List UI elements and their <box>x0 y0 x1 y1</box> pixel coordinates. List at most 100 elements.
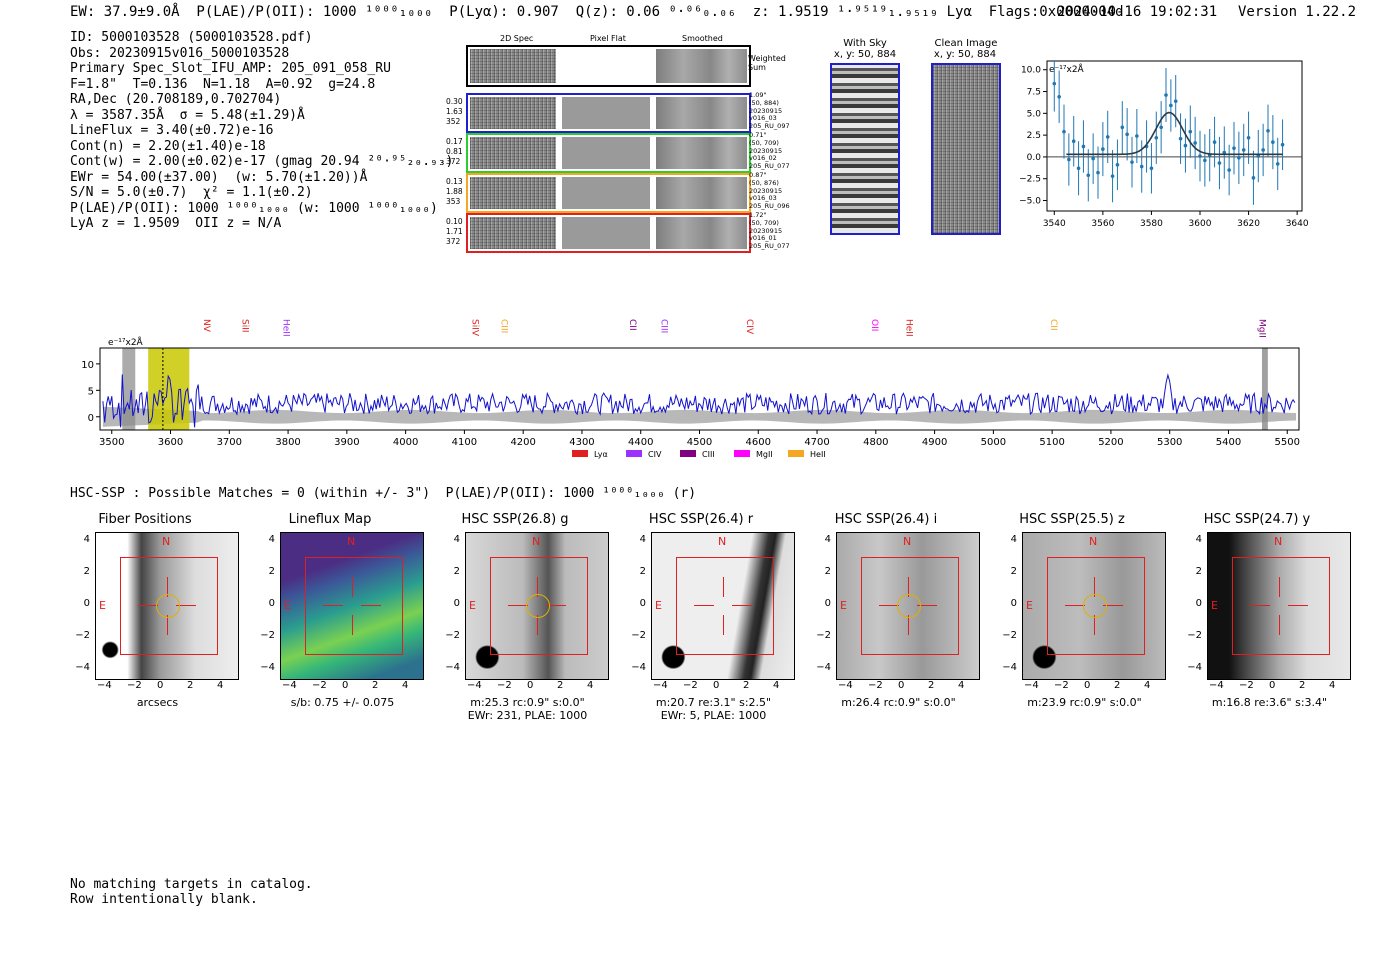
legend-swatch <box>788 450 804 457</box>
weighted-sum-label: Weighted Sum <box>748 54 786 72</box>
x-tick-label: 4900 <box>922 437 947 448</box>
y-tick-label: 2.5 <box>1027 131 1041 141</box>
data-point <box>1105 135 1110 139</box>
x-tick-label: 5300 <box>1157 437 1182 448</box>
x-tick-label: 4 <box>958 680 965 691</box>
col-header-smoothed: Smoothed <box>682 34 723 43</box>
info-line: S/N = 5.0(±0.7) χ² = 1.1(±0.2) <box>70 185 313 200</box>
hsc-panel-caption-1: m:16.8 re:3.6" s:3.4" <box>1211 696 1328 709</box>
x-tick-label: 0 <box>157 680 164 691</box>
y-tick-label: −4 <box>75 662 90 673</box>
x-tick-label: 2 <box>1299 680 1306 691</box>
hsc-panel-image: N E <box>95 532 239 680</box>
fiber-info: v016_03 <box>749 194 777 203</box>
x-tick-label: 4 <box>1329 680 1336 691</box>
x-tick-label: −2 <box>1054 680 1069 691</box>
x-tick-label: 2 <box>928 680 935 691</box>
crosshair-bottom <box>908 615 909 635</box>
data-point <box>1232 146 1236 151</box>
col-header-2d-spec: 2D Spec <box>500 34 534 43</box>
data-point <box>1271 140 1275 144</box>
x-tick-label: −4 <box>97 680 112 691</box>
data-point <box>1057 94 1061 99</box>
col-header-pixel-flat: Pixel Flat <box>590 34 626 43</box>
compass-north: N <box>532 535 541 548</box>
fiber-info: 0.87" <box>749 171 767 179</box>
y-tick-label: 2 <box>268 566 275 577</box>
emission-line-marker: CIII <box>658 319 668 333</box>
hsc-panel-title: HSC SSP(25.5) z <box>1019 512 1125 527</box>
y-tick-label: −2 <box>816 630 831 641</box>
spectrum-line <box>102 373 1296 428</box>
legend: Lyα CIV CIII MgII HeII <box>572 450 826 459</box>
x-tick-label: −2 <box>868 680 883 691</box>
data-point <box>1256 154 1261 158</box>
info-line: P(LAE)/P(OII): 1000 ¹⁰⁰⁰₁₀₀₀ (w: 1000 ¹⁰… <box>70 200 438 216</box>
footer-line-2: Row intentionally blank. <box>70 892 258 907</box>
hsc-panel-image: N E <box>836 532 980 680</box>
legend-swatch <box>572 450 588 457</box>
emission-line-marker: CII <box>627 319 637 331</box>
emission-line-marker: SiII <box>239 319 249 333</box>
fiber-cutout-row <box>466 213 751 253</box>
detection-info-block: ID: 5000103528 (5000103528.pdf) Obs: 2023… <box>70 30 454 232</box>
y-tick-label: −4 <box>1187 662 1202 673</box>
x-tick-label: 4 <box>1144 680 1151 691</box>
data-point <box>1130 160 1134 164</box>
data-point <box>1062 129 1066 134</box>
aperture-box <box>1232 557 1330 655</box>
info-line: ID: 5000103528 (5000103528.pdf) <box>70 30 313 45</box>
legend-label: CIII <box>702 450 715 459</box>
y-tick-label: −4 <box>1002 662 1017 673</box>
y-tick-label: 4 <box>639 534 646 545</box>
aperture-box <box>676 557 774 655</box>
fiber-info: 205_RU_077 <box>749 162 790 171</box>
crosshair-right <box>546 605 566 606</box>
emission-line-marker: CIII <box>498 319 508 333</box>
hsc-panel-image: N E <box>651 532 795 680</box>
with-sky-subtitle: x, y: 50, 884 <box>833 49 897 60</box>
x-tick-label: −2 <box>683 680 698 691</box>
data-point <box>1120 125 1125 130</box>
fiber-stat: 1.88 <box>446 187 463 196</box>
y-tick-label: −4 <box>260 662 275 673</box>
y-tick-label: 2 <box>453 566 460 577</box>
y-tick-label: −5.0 <box>1019 197 1041 207</box>
hsc-panel-title: Fiber Positions <box>98 512 192 527</box>
fiber-row-right-info: 1.72" (50, 709) 20230915 v016_01 205_RU_077 <box>749 211 790 251</box>
y-tick-label: −4 <box>445 662 460 673</box>
data-point <box>1198 154 1202 158</box>
crosshair-top <box>1094 577 1095 597</box>
y-tick-label: −2.5 <box>1019 175 1041 185</box>
x-tick-label: 4300 <box>569 437 594 448</box>
fiber-stat: 372 <box>446 157 461 166</box>
detection-circle <box>897 594 921 618</box>
y-tick-label: 2 <box>1010 566 1017 577</box>
x-tick-label: −4 <box>838 680 853 691</box>
version-label: Version 1.22.2 <box>1238 4 1357 20</box>
crosshair-bottom <box>1094 615 1095 635</box>
clean-image-subtitle: x, y: 50, 884 <box>933 49 997 60</box>
detection-circle <box>526 594 550 618</box>
compass-east: E <box>1211 599 1218 612</box>
hsc-panel-image: N E <box>1022 532 1166 680</box>
fiber-stat: 372 <box>446 237 461 246</box>
emission-line-marker: NV <box>201 319 211 333</box>
fiber-cutout-row <box>466 173 751 213</box>
crosshair-right <box>917 605 937 606</box>
x-tick-label: 3580 <box>1140 219 1163 229</box>
fiber-info: v016_02 <box>749 154 777 163</box>
y-tick-label: 5 <box>88 386 94 397</box>
legend-label: CIV <box>648 450 662 459</box>
emission-line-marker: CII <box>1048 319 1058 331</box>
x-tick-label: 3560 <box>1091 219 1114 229</box>
info-line: RA,Dec (20.708189,0.702704) <box>70 92 282 107</box>
legend-label: MgII <box>756 450 773 459</box>
fiber-info: 205_RU_077 <box>749 242 790 251</box>
crosshair-right <box>732 605 752 606</box>
x-tick-label: 2 <box>743 680 750 691</box>
y-axis: 4 2 0 −2 −4 <box>255 532 277 678</box>
x-tick-label: 3800 <box>275 437 300 448</box>
data-point <box>1178 136 1183 141</box>
y-tick-label: 10 <box>81 360 94 371</box>
